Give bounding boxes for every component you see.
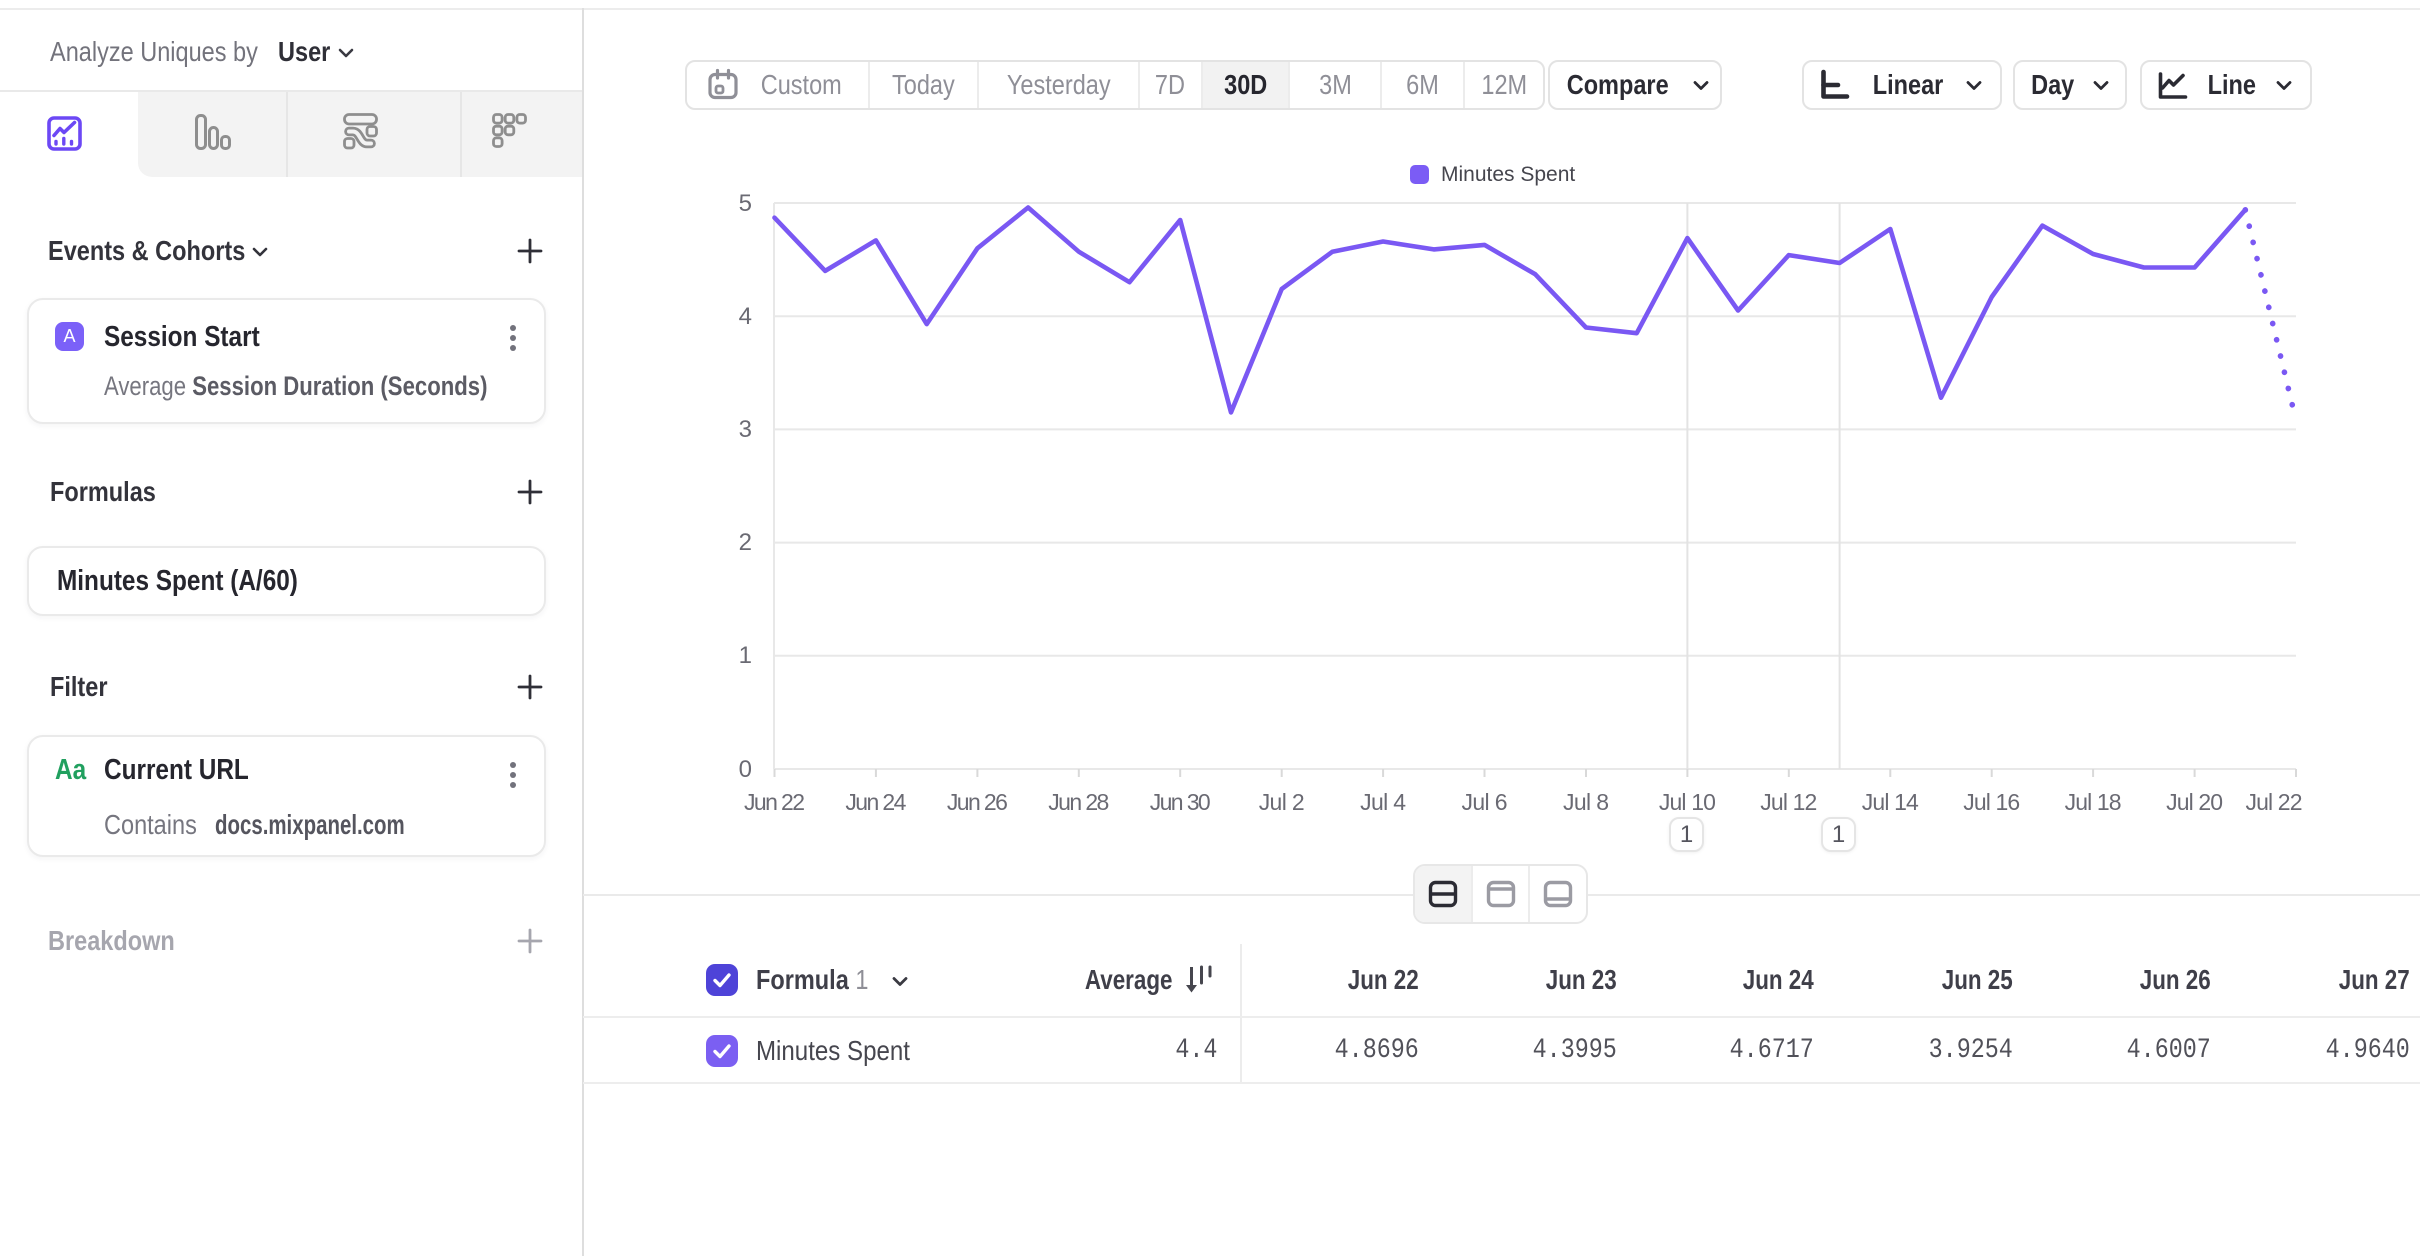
svg-text:Jul 6: Jul 6 [1462,789,1508,815]
svg-text:5: 5 [739,190,752,217]
svg-text:Jul 8: Jul 8 [1563,789,1609,815]
svg-text:Jun 28: Jun 28 [1048,789,1109,815]
svg-text:Jul 20: Jul 20 [2166,789,2223,815]
svg-text:4: 4 [739,303,752,330]
svg-text:Jul 2: Jul 2 [1259,789,1305,815]
svg-text:Jun 22: Jun 22 [744,789,805,815]
svg-text:Jul 4: Jul 4 [1360,789,1406,815]
svg-text:Jul 14: Jul 14 [1862,789,1919,815]
svg-text:Jun 30: Jun 30 [1150,789,1211,815]
svg-text:Jun 26: Jun 26 [947,789,1008,815]
svg-text:Jul 18: Jul 18 [2065,789,2122,815]
svg-text:1: 1 [739,642,752,669]
svg-text:Jul 16: Jul 16 [1963,789,2020,815]
svg-text:2: 2 [739,529,752,556]
svg-text:3: 3 [739,416,752,443]
svg-text:Jul 10: Jul 10 [1659,789,1716,815]
svg-text:Jul 22: Jul 22 [2246,789,2303,815]
svg-text:Jun 24: Jun 24 [845,789,906,815]
svg-text:Jul 12: Jul 12 [1760,789,1817,815]
svg-text:0: 0 [739,756,752,783]
